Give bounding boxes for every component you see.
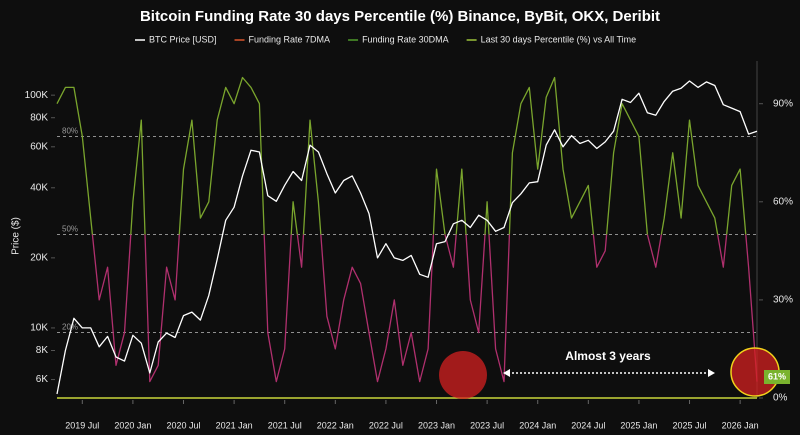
percentile-line-high [56, 76, 747, 235]
x-tick-label: 2024 Jan [519, 420, 556, 430]
x-tick-label: 2022 Jan [317, 420, 354, 430]
y-tick-label: 80K [30, 112, 48, 123]
y-tick-label: 40K [30, 182, 48, 193]
legend-label: Funding Rate 30DMA [362, 34, 449, 44]
chart-title: Bitcoin Funding Rate 30 days Percentile … [140, 8, 660, 25]
x-tick-label: 2021 Jul [268, 420, 302, 430]
y-tick-label: 10K [30, 323, 48, 334]
reference-label: 20% [62, 323, 78, 332]
current-label: 61% [768, 371, 786, 381]
y2-tick-label: 60% [773, 196, 793, 207]
y-tick-label: 6K [36, 374, 49, 385]
percentile-line-low [91, 234, 758, 383]
y2-tick-label: 30% [773, 295, 793, 306]
x-tick-label: 2022 Jul [369, 420, 403, 430]
annotation: Almost 3 years [565, 349, 651, 363]
y-axis-label: Price ($) [11, 217, 22, 255]
x-tick-label: 2021 Jan [216, 420, 253, 430]
legend-label: BTC Price [USD] [149, 34, 217, 44]
arrow-head [503, 369, 510, 377]
reference-label: 80% [62, 127, 78, 136]
x-tick-label: 2019 Jul [65, 420, 99, 430]
x-tick-label: 2023 Jul [470, 420, 504, 430]
reference-label: 50% [62, 225, 78, 234]
x-tick-label: 2025 Jul [673, 420, 707, 430]
y-tick-label: 100K [25, 90, 49, 101]
x-tick-label: 2025 Jan [620, 420, 657, 430]
highlight-circle [439, 351, 487, 399]
legend-label: Funding Rate 7DMA [249, 34, 331, 44]
x-tick-label: 2020 Jul [166, 420, 200, 430]
legend-label: Last 30 days Percentile (%) vs All Time [481, 34, 637, 44]
x-tick-label: 2023 Jan [418, 420, 455, 430]
y2-tick-label: 90% [773, 98, 793, 109]
x-tick-label: 2024 Jul [571, 420, 605, 430]
y2-tick-label: 0% [773, 393, 788, 404]
x-tick-label: 2026 Jan [722, 420, 759, 430]
y-tick-label: 8K [36, 345, 49, 356]
current-label-box [764, 370, 790, 384]
price-line [56, 80, 758, 395]
x-tick-label: 2020 Jan [114, 420, 151, 430]
arrow-head [708, 369, 715, 377]
y-tick-label: 60K [30, 141, 48, 152]
y-tick-label: 20K [30, 253, 48, 264]
